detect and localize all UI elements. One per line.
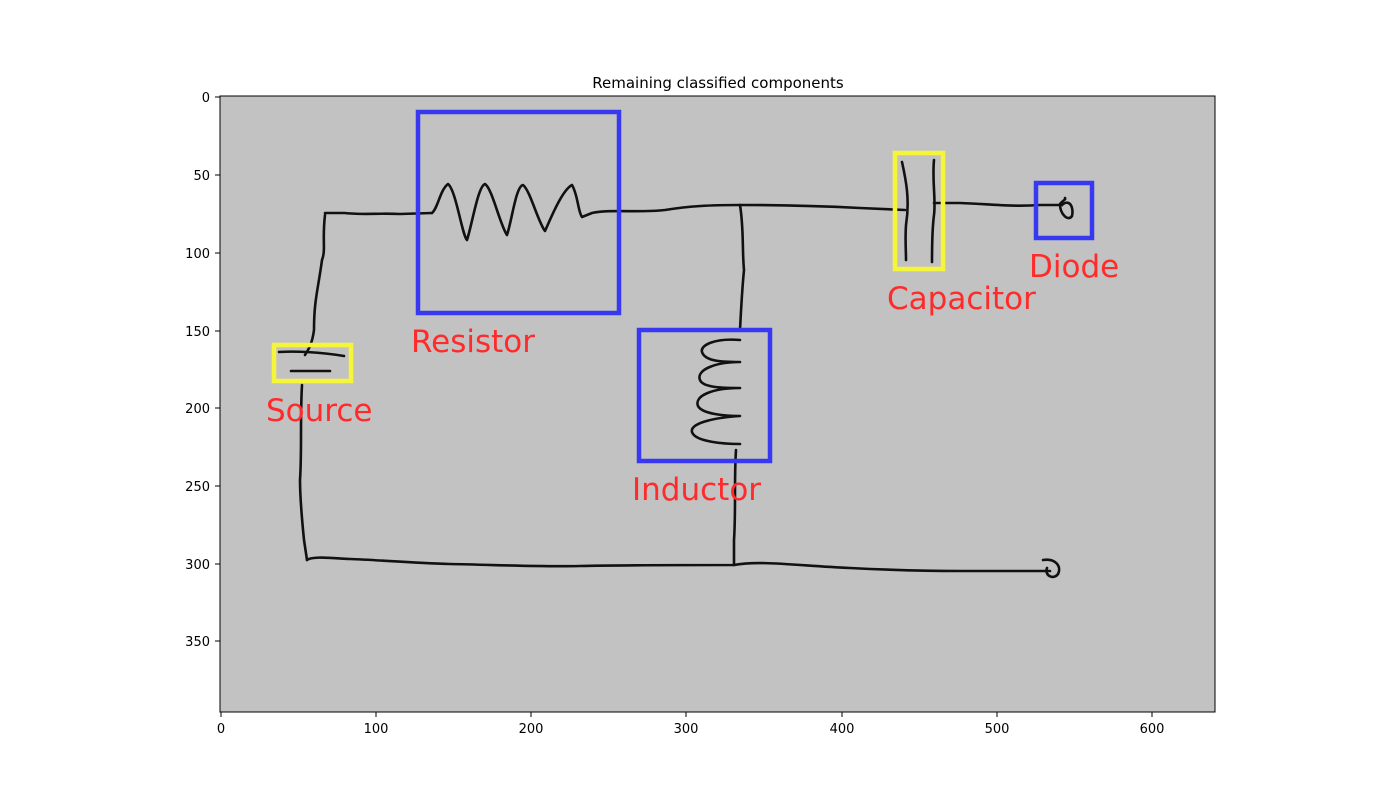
x-tick-label: 600: [1140, 722, 1165, 737]
circuit-wires: [277, 158, 1074, 579]
x-axis: 0 100 200 300 400 500 600: [217, 712, 1165, 737]
inductor-coils: [690, 338, 742, 446]
bounding-boxes: [271, 109, 1095, 464]
y-tick-label: 100: [185, 247, 210, 262]
capacitor-label: Capacitor: [887, 281, 1036, 317]
x-tick-label: 200: [519, 722, 544, 737]
diode-scribble: [1058, 196, 1074, 220]
wire-top-right: [738, 203, 907, 212]
x-tick-label: 300: [674, 722, 699, 737]
y-tick-label: 50: [193, 169, 210, 184]
wire-capacitor-diode: [932, 201, 1064, 207]
source-plate-long: [277, 350, 346, 358]
chart-title: Remaining classified components: [592, 74, 844, 92]
wire-left-vertical: [298, 383, 309, 562]
y-tick-label: 200: [185, 402, 210, 417]
x-tick-label: 100: [364, 722, 389, 737]
y-axis: 0 50 100 150 200 250 300 350: [185, 91, 220, 650]
capacitor-plate-left: [900, 160, 909, 262]
y-tick-label: 300: [185, 558, 210, 573]
inductor-box: [636, 327, 773, 464]
y-tick-label: 350: [185, 635, 210, 650]
x-tick-label: 400: [830, 722, 855, 737]
x-tick-label: 500: [985, 722, 1010, 737]
source-label: Source: [266, 393, 372, 429]
y-tick-label: 150: [185, 325, 210, 340]
y-tick-label: 0: [202, 91, 210, 106]
capacitor-plate-right: [930, 158, 936, 264]
resistor-label: Resistor: [411, 324, 535, 360]
diode-label: Diode: [1029, 249, 1119, 285]
y-tick-label: 250: [185, 480, 210, 495]
wire-bottom: [305, 556, 1052, 573]
resistor-box: [415, 109, 622, 316]
inductor-label: Inductor: [632, 472, 761, 508]
image-axes: Resistor Inductor Capacitor Diode Source: [219, 95, 1216, 713]
component-labels: Resistor Inductor Capacitor Diode Source: [266, 249, 1119, 508]
axes-frame: [219, 95, 1216, 713]
image-background: [220, 96, 1215, 712]
x-tick-label: 0: [217, 722, 225, 737]
diode-box: [1033, 180, 1095, 241]
terminal-end: [1041, 558, 1061, 579]
capacitor-box: [892, 150, 946, 272]
wire-inductor-vertical: [738, 203, 746, 332]
wire-top-left-horizontal: [323, 211, 434, 216]
source-box: [271, 342, 354, 384]
